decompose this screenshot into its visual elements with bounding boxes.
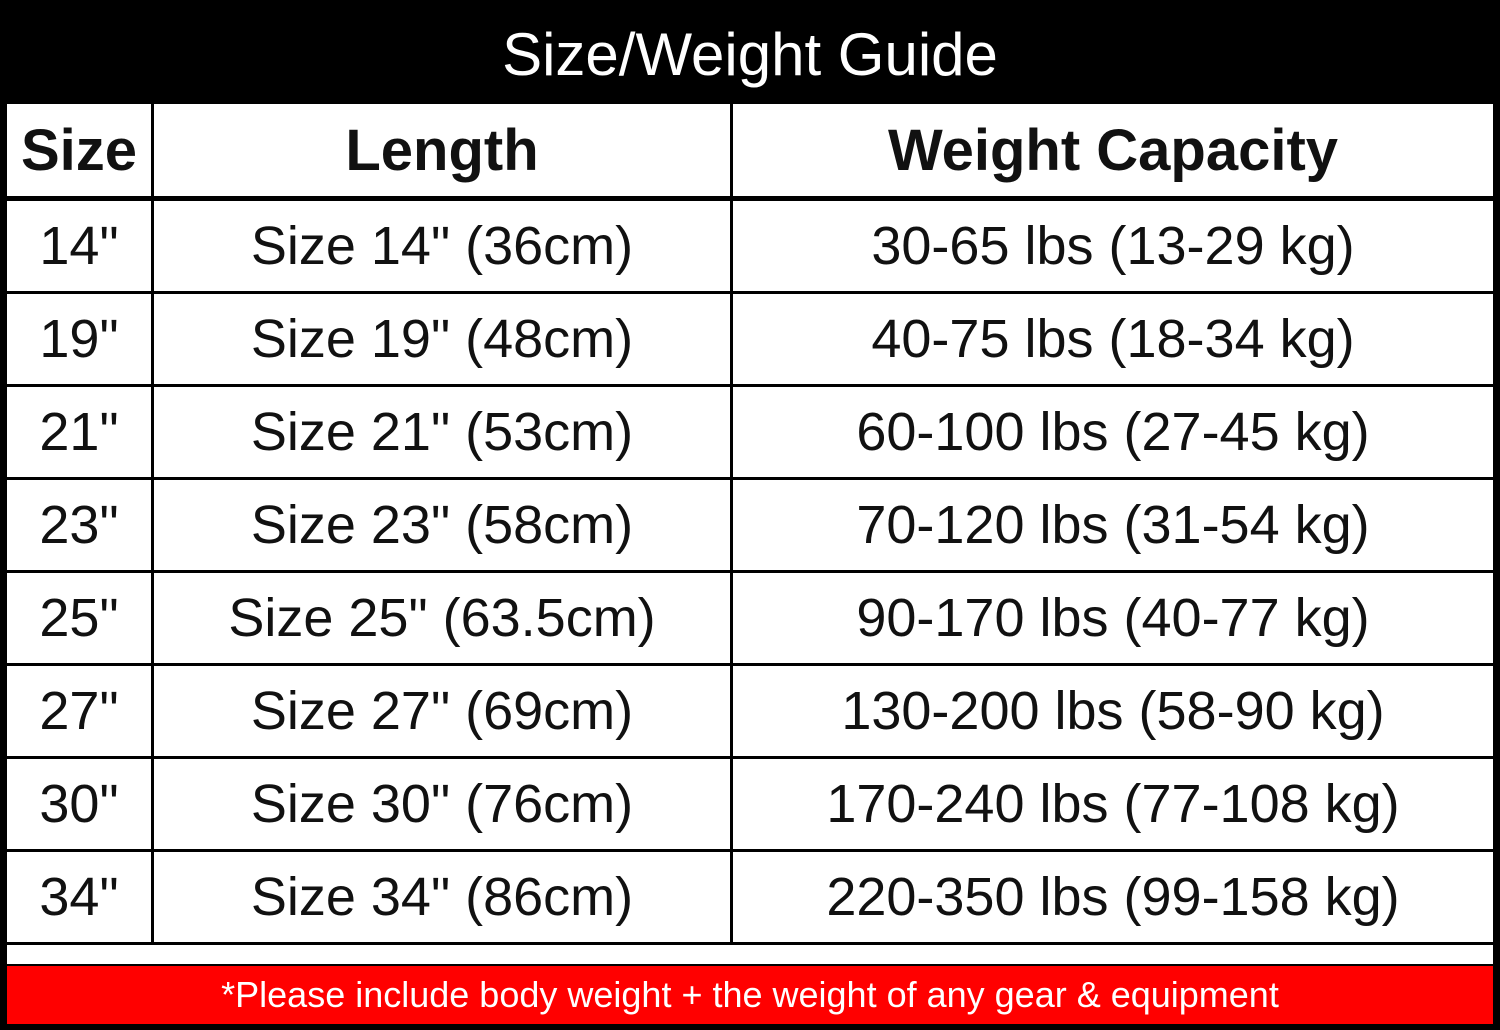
header-row: Size Length Weight Capacity: [7, 104, 1493, 201]
size-cell: 27": [7, 663, 154, 759]
size-cell: 21": [7, 384, 154, 480]
length-cell: Size 34" (86cm): [151, 849, 733, 945]
column-header-weight-capacity: Weight Capacity: [730, 104, 1493, 201]
weight-capacity-cell: 60-100 lbs (27-45 kg): [730, 384, 1493, 480]
table-row: 19" Size 19" (48cm) 40-75 lbs (18-34 kg): [7, 291, 1493, 387]
weight-capacity-cell: 220-350 lbs (99-158 kg): [730, 849, 1493, 945]
length-cell: Size 27" (69cm): [151, 663, 733, 759]
length-cell: Size 14" (36cm): [151, 197, 733, 294]
table-row: 34" Size 34" (86cm) 220-350 lbs (99-158 kg…: [7, 849, 1493, 945]
size-cell: 34": [7, 849, 154, 945]
length-cell: Size 23" (58cm): [151, 477, 733, 573]
table-row: 25" Size 25" (63.5cm) 90-170 lbs (40-77 kg…: [7, 570, 1493, 666]
size-table: Size Length Weight Capacity 14" Size 14" …: [7, 104, 1493, 945]
table-row: 23" Size 23" (58cm) 70-120 lbs (31-54 kg): [7, 477, 1493, 573]
weight-capacity-cell: 170-240 lbs (77-108 kg): [730, 756, 1493, 852]
length-cell: Size 21" (53cm): [151, 384, 733, 480]
footer-note: *Please include body weight + the weight…: [7, 964, 1493, 1024]
size-cell: 23": [7, 477, 154, 573]
table-row: 14" Size 14" (36cm) 30-65 lbs (13-29 kg): [7, 197, 1493, 294]
weight-capacity-cell: 90-170 lbs (40-77 kg): [730, 570, 1493, 666]
weight-capacity-cell: 130-200 lbs (58-90 kg): [730, 663, 1493, 759]
column-header-size: Size: [7, 104, 154, 201]
table-row: 27" Size 27" (69cm) 130-200 lbs (58-90 kg): [7, 663, 1493, 759]
table-row: 21" Size 21" (53cm) 60-100 lbs (27-45 kg): [7, 384, 1493, 480]
length-cell: Size 19" (48cm): [151, 291, 733, 387]
size-cell: 19": [7, 291, 154, 387]
table-row: 30" Size 30" (76cm) 170-240 lbs (77-108 kg…: [7, 756, 1493, 852]
column-header-length: Length: [151, 104, 733, 201]
length-cell: Size 30" (76cm): [151, 756, 733, 852]
weight-capacity-cell: 30-65 lbs (13-29 kg): [730, 197, 1493, 294]
size-cell: 25": [7, 570, 154, 666]
weight-capacity-cell: 40-75 lbs (18-34 kg): [730, 291, 1493, 387]
weight-capacity-cell: 70-120 lbs (31-54 kg): [730, 477, 1493, 573]
page-title: Size/Weight Guide: [7, 4, 1493, 104]
size-cell: 14": [7, 197, 154, 294]
size-cell: 30": [7, 756, 154, 852]
length-cell: Size 25" (63.5cm): [151, 570, 733, 666]
